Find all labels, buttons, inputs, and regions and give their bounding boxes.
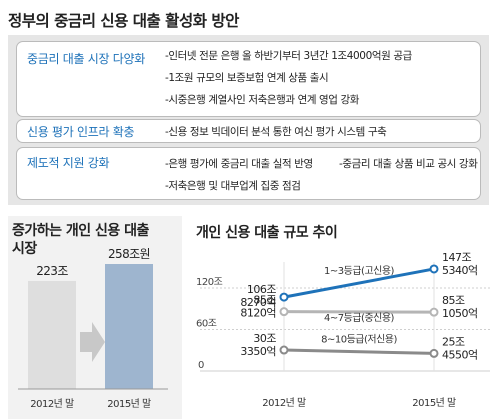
end-value-label: 85조: [442, 294, 465, 307]
data-point: [279, 292, 289, 302]
x-tick-label: 2015년 말: [107, 398, 151, 410]
bar: [28, 280, 76, 389]
policy-item: -시중은행 계열사인 저축은행과 연계 영업 강화: [165, 94, 360, 106]
data-point: [429, 307, 439, 317]
data-point: [279, 307, 289, 317]
series-line: [283, 348, 435, 355]
end-value-label: 25조: [442, 335, 465, 348]
y-tick-label: 120조: [196, 277, 223, 288]
policy-item: -은행 평가에 중금리 대출 실적 반영: [165, 158, 313, 170]
policy-item: -신용 정보 빅데이터 분석 통한 여신 평가 시스템 구축: [165, 126, 387, 138]
policy-category: 중금리 대출 시장 다양화: [27, 52, 145, 66]
bar-chart-title: 증가하는 개인 신용 대출 시장: [12, 223, 149, 257]
end-value-label: 5340억: [442, 264, 478, 277]
start-value-label: 85조: [253, 294, 276, 307]
end-value-label: 4550억: [442, 348, 478, 361]
x-tick-label: 2012년 말: [30, 398, 74, 410]
policy-item: -저축은행 및 대부업계 집중 점검: [165, 180, 301, 192]
end-value-label: 147조: [442, 251, 471, 264]
policy-box-infra: 신용 평가 인프라 확충 -신용 정보 빅데이터 분석 통한 여신 평가 시스템…: [16, 119, 481, 143]
growth-arrow-icon: [80, 322, 105, 362]
policy-box-market: 중금리 대출 시장 다양화 -인터넷 전문 은행 올 하반기부터 3년간 1조4…: [16, 41, 481, 117]
end-value-label: 1050억: [442, 307, 478, 320]
bar-value-label: 258조원: [108, 247, 150, 261]
data-point: [429, 348, 439, 358]
series-name-label: 4~7등급(중신용): [324, 312, 395, 324]
start-value-label: 8120억: [240, 307, 276, 320]
start-value-label: 3350억: [240, 345, 276, 358]
data-point: [279, 345, 289, 355]
series-name-label: 8~10등급(저신용): [321, 334, 397, 346]
y-tick-label: 60조: [196, 319, 217, 330]
policy-item: -인터넷 전문 은행 올 하반기부터 3년간 1조4000억원 공급: [165, 50, 412, 62]
series-name-label: 1~3등급(고신용): [324, 265, 395, 277]
y-tick-label: 0: [198, 360, 204, 371]
bar-value-label: 223조: [36, 264, 68, 278]
policy-panel: 중금리 대출 시장 다양화 -인터넷 전문 은행 올 하반기부터 3년간 1조4…: [8, 35, 489, 205]
data-point: [429, 264, 439, 274]
bar: [105, 264, 153, 389]
x-tick-label: 2015년 말: [412, 397, 456, 409]
series-line: [283, 267, 435, 299]
policy-item: -1조원 규모의 보증보험 연계 상품 출시: [165, 72, 329, 84]
policy-category: 신용 평가 인프라 확충: [27, 125, 135, 139]
start-value-label: 30조: [253, 332, 276, 345]
policy-box-support: 제도적 지원 강화 -은행 평가에 중금리 대출 실적 반영 -중금리 대출 상…: [16, 147, 481, 200]
policy-item: -중금리 대출 상품 비교 공시 강화: [339, 158, 478, 170]
start-value-label: 8270억: [240, 296, 276, 309]
line-chart-title: 개인 신용 대출 규모 추이: [196, 225, 338, 241]
policy-category: 제도적 지원 강화: [27, 156, 110, 170]
page-title: 정부의 중금리 신용 대출 활성화 방안: [8, 12, 239, 30]
x-tick-label: 2012년 말: [262, 397, 306, 409]
start-value-label: 106조: [247, 283, 276, 296]
